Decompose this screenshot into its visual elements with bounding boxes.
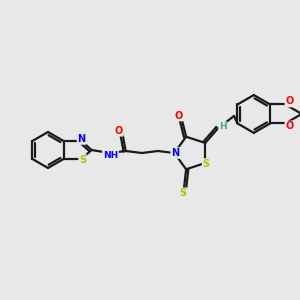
Text: S: S — [79, 155, 86, 165]
Text: N: N — [171, 148, 179, 158]
Text: H: H — [219, 122, 226, 131]
Text: N: N — [77, 134, 86, 144]
Text: O: O — [115, 126, 123, 136]
Text: O: O — [285, 97, 294, 106]
Text: O: O — [175, 110, 183, 121]
Text: S: S — [203, 159, 210, 169]
Text: S: S — [179, 188, 187, 198]
Text: O: O — [285, 122, 294, 131]
Text: NH: NH — [103, 151, 118, 160]
